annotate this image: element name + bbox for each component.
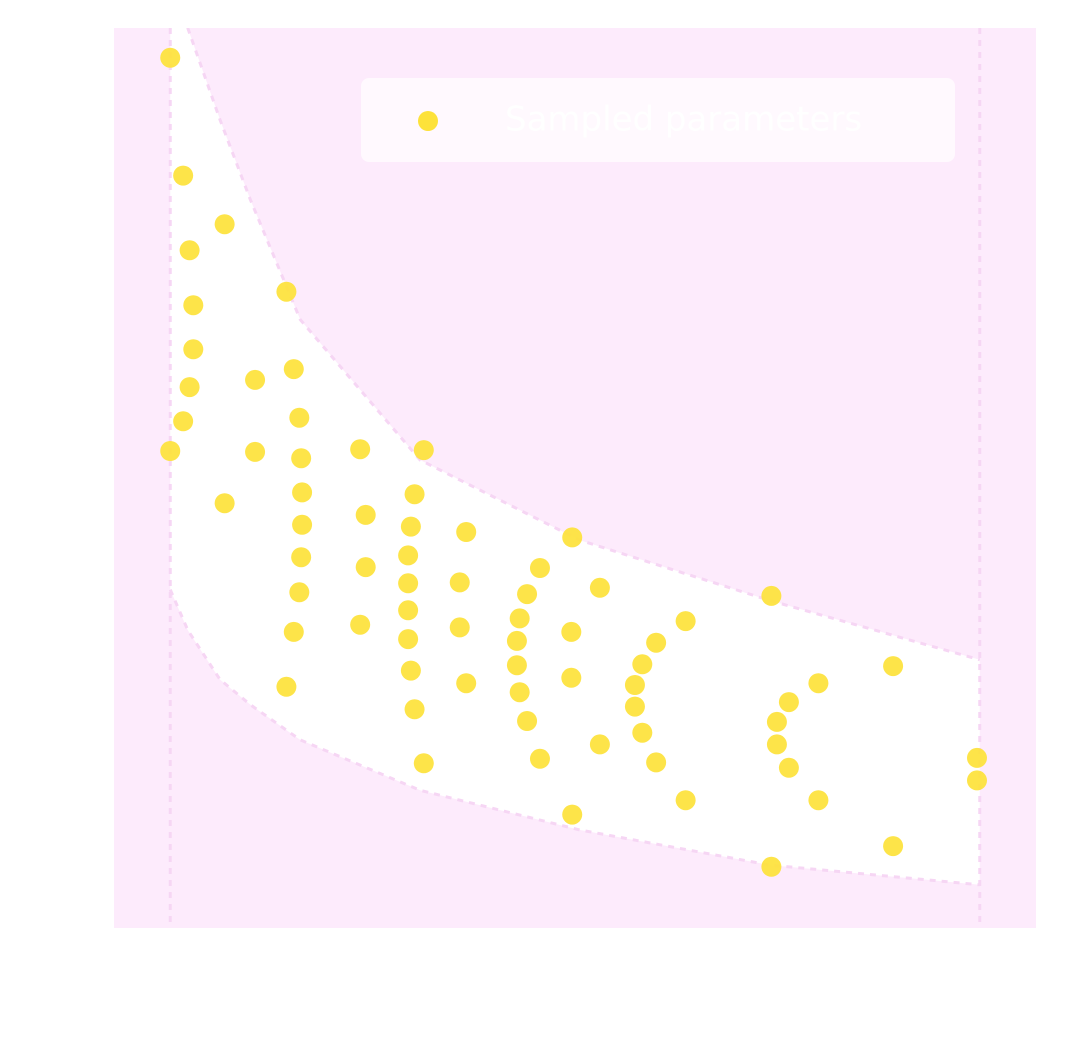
point (398, 573, 419, 594)
point (561, 667, 582, 688)
point (289, 582, 310, 603)
band-lower-edge (168, 589, 980, 887)
plot-area (114, 28, 1036, 928)
legend: Sampled parameters (361, 78, 955, 162)
point (355, 504, 376, 525)
point (179, 240, 200, 261)
point (183, 295, 204, 316)
point (561, 621, 582, 642)
legend-marker (418, 111, 438, 131)
point (966, 770, 987, 791)
point (350, 439, 371, 460)
point (283, 359, 304, 380)
point (529, 558, 550, 578)
point (400, 660, 421, 681)
point (398, 629, 419, 650)
point (883, 656, 904, 677)
point (413, 440, 434, 461)
point (562, 804, 583, 825)
point (808, 673, 829, 694)
point (276, 281, 297, 302)
point (562, 527, 583, 548)
point (456, 673, 477, 694)
point (517, 711, 538, 731)
point (449, 617, 470, 638)
point (350, 614, 371, 635)
point (646, 752, 667, 773)
point (589, 577, 610, 598)
point (160, 47, 181, 68)
point (289, 407, 310, 428)
band (170, 28, 980, 885)
point (506, 630, 527, 651)
point (291, 547, 312, 568)
point (183, 339, 204, 360)
point (966, 747, 987, 768)
point (291, 448, 312, 469)
point (646, 632, 667, 653)
point (778, 692, 799, 713)
point (292, 482, 313, 503)
point (761, 585, 782, 606)
point (529, 748, 550, 769)
point (766, 734, 787, 755)
point (883, 836, 904, 857)
point (517, 584, 538, 605)
legend-box (361, 78, 955, 162)
point (624, 696, 645, 717)
point (456, 522, 477, 542)
point (778, 757, 799, 778)
point (449, 572, 470, 593)
point (632, 654, 653, 675)
point (509, 608, 530, 629)
point (808, 790, 829, 811)
point (589, 734, 610, 755)
point (173, 165, 194, 186)
point (214, 493, 235, 514)
point (506, 655, 527, 676)
point (283, 621, 304, 642)
point (173, 411, 194, 432)
point (675, 611, 696, 632)
point (179, 377, 200, 398)
point (404, 699, 425, 720)
point (509, 682, 530, 703)
band-upper-edge (186, 28, 981, 662)
point (761, 856, 782, 877)
point (398, 600, 419, 621)
point (355, 557, 376, 578)
point (675, 790, 696, 811)
legend-label: Sampled parameters (505, 100, 862, 140)
point (624, 675, 645, 695)
point (214, 214, 235, 235)
point (292, 514, 313, 535)
point (404, 484, 425, 505)
point (160, 441, 181, 461)
point (632, 722, 653, 743)
point (398, 545, 419, 566)
point (400, 516, 421, 537)
point (766, 711, 787, 732)
point (245, 369, 266, 390)
point (413, 753, 434, 774)
point (276, 676, 297, 697)
point (245, 441, 266, 462)
